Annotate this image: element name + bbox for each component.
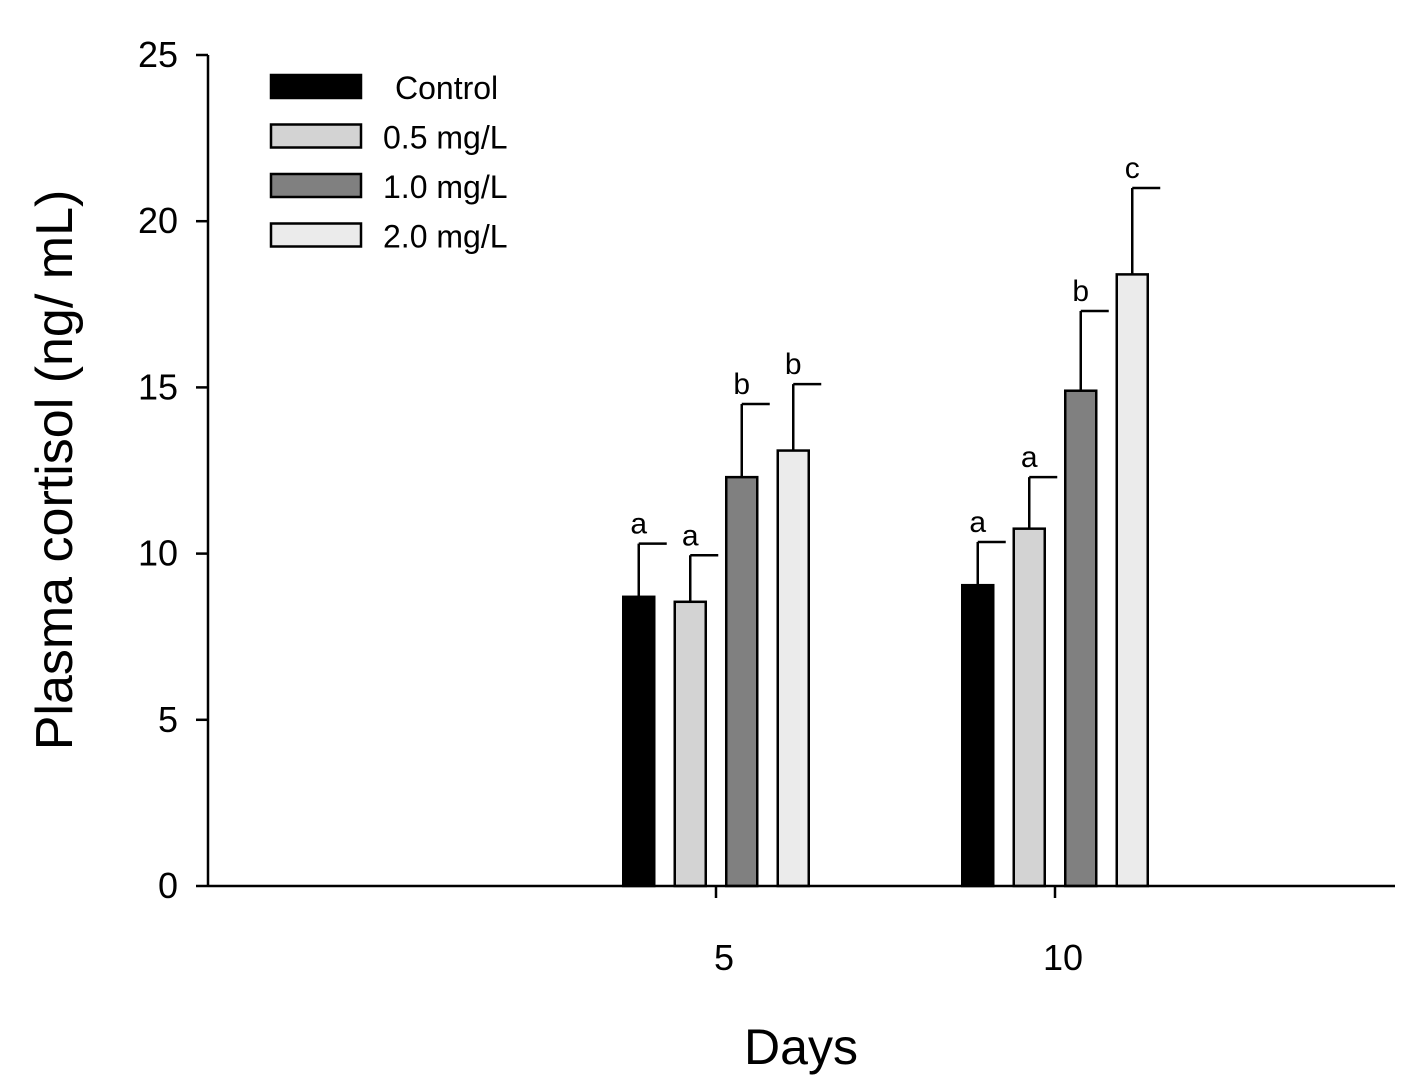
legend-label: 1.0 mg/L <box>383 169 508 205</box>
y-tick-label: 25 <box>138 34 178 75</box>
legend-swatch <box>269 73 363 100</box>
x-axis-title: Days <box>744 1019 858 1075</box>
y-tick-label: 5 <box>158 699 178 740</box>
y-tick-label: 10 <box>138 533 178 574</box>
y-tick-label: 15 <box>138 366 178 407</box>
bar <box>622 595 656 888</box>
legend-swatch <box>269 172 363 199</box>
bar <box>961 583 995 888</box>
significance-label: a <box>682 519 699 552</box>
bar-group: a a a a b b b c <box>622 152 1161 888</box>
significance-label: a <box>630 508 647 541</box>
x-tick-label: 5 <box>714 937 734 978</box>
bar <box>1064 389 1098 888</box>
y-tick-label: 0 <box>158 865 178 906</box>
bar <box>1115 273 1149 888</box>
legend-label: 0.5 mg/L <box>383 120 508 156</box>
y-axis-ticks: 0 5 10 15 20 25 <box>138 34 208 906</box>
significance-label: a <box>969 506 986 539</box>
legend-swatch <box>269 123 363 149</box>
x-axis-ticks: 5 10 <box>714 886 1083 978</box>
bar <box>725 475 759 888</box>
legend: Control 0.5 mg/L 1.0 mg/L 2.0 mg/L <box>269 70 508 255</box>
significance-label: b <box>785 348 802 381</box>
bar <box>1012 527 1046 888</box>
x-tick-label: 10 <box>1043 937 1083 978</box>
bar <box>673 600 707 888</box>
y-axis-title: Plasma cortisol (ng/ mL) <box>26 190 84 751</box>
legend-label: 2.0 mg/L <box>383 219 508 255</box>
legend-label: Control <box>395 70 498 106</box>
legend-swatch <box>269 222 363 248</box>
y-tick-label: 20 <box>138 200 178 241</box>
significance-label: c <box>1125 152 1140 185</box>
significance-label: b <box>733 368 750 401</box>
bar <box>776 449 810 888</box>
significance-label: b <box>1072 275 1089 308</box>
significance-label: a <box>1021 441 1038 474</box>
